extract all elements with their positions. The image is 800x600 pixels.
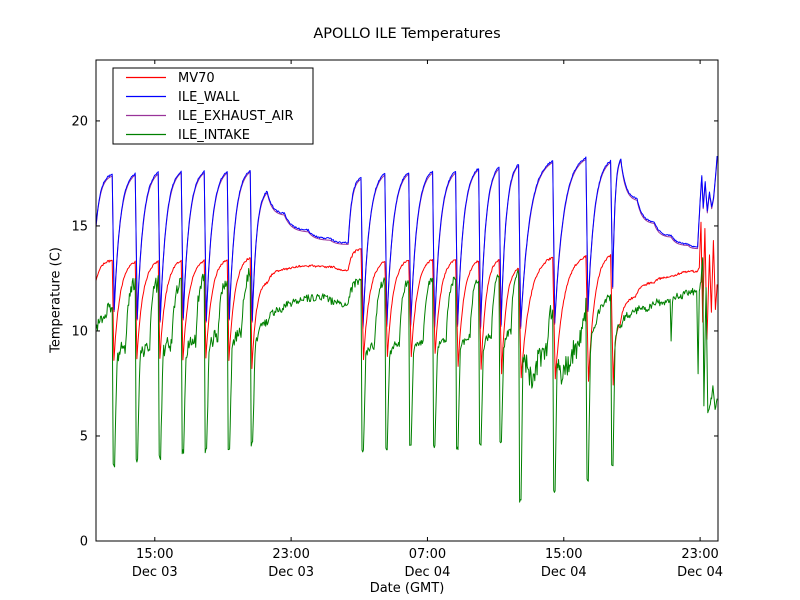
- legend-label-ILE_WALL: ILE_WALL: [178, 90, 240, 105]
- series-lines: [96, 155, 718, 503]
- plot-frame: [95, 59, 719, 542]
- y-tick-label: 5: [80, 429, 88, 444]
- x-axis-label: Date (GMT): [369, 581, 445, 596]
- y-axis-label: Temperature (C): [48, 247, 64, 353]
- x-tick-date-label: Dec 04: [405, 565, 451, 580]
- y-tick-label: 20: [71, 114, 88, 129]
- series-line-ILE_WALL: [96, 155, 718, 328]
- y-tick-label: 15: [71, 219, 88, 234]
- y-tick-label: 10: [71, 324, 88, 339]
- x-tick-time-label: 23:00: [272, 547, 309, 562]
- x-tick-date-label: Dec 04: [677, 565, 723, 580]
- legend-box: [112, 67, 314, 145]
- legend-label-ILE_EXHAUST_AIR: ILE_EXHAUST_AIR: [178, 109, 294, 124]
- tick-labels: 0 5 10 15 20 15:00 Dec 03 23:00 Dec 03 07:00 Dec 0…: [71, 114, 723, 580]
- axis-ticks: [96, 60, 718, 542]
- legend: MV70 ILE_WALL ILE_EXHAUST_AIR ILE_INTAKE: [112, 67, 314, 145]
- x-tick-time-label: 23:00: [681, 547, 718, 562]
- x-tick-time-label: 07:00: [409, 547, 446, 562]
- x-tick-date-label: Dec 04: [541, 565, 587, 580]
- chart-title: APOLLO ILE Temperatures: [313, 26, 501, 42]
- series-line-ILE_INTAKE: [96, 257, 718, 503]
- x-tick-time-label: 15:00: [545, 547, 582, 562]
- x-tick-date-label: Dec 03: [268, 565, 314, 580]
- x-tick-date-label: Dec 03: [132, 565, 178, 580]
- legend-label-ILE_INTAKE: ILE_INTAKE: [178, 128, 250, 143]
- y-tick-label: 0: [80, 535, 88, 550]
- legend-label-MV70: MV70: [178, 71, 215, 86]
- x-tick-time-label: 15:00: [136, 547, 173, 562]
